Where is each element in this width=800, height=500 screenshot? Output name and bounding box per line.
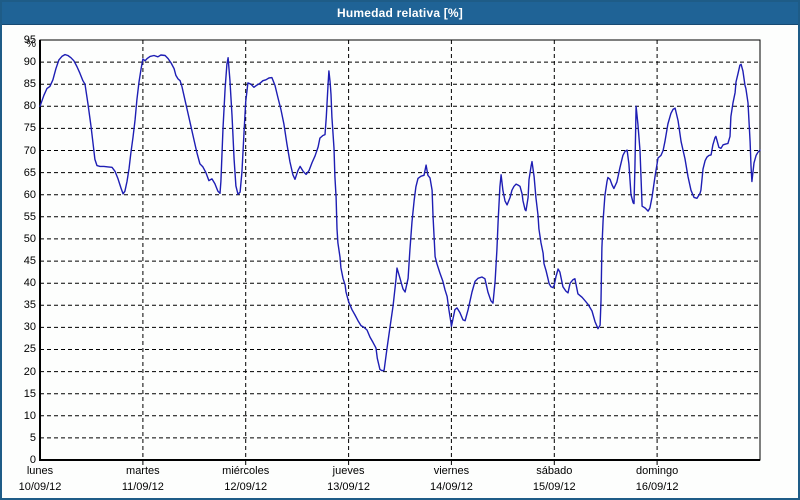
y-axis-tick-label: 0 (29, 454, 36, 466)
x-axis-date-label: 12/09/12 (224, 481, 268, 493)
humidity-line (39, 53, 761, 372)
y-axis-tick-label: 75 (23, 122, 36, 135)
y-axis-tick-label: 10 (23, 409, 36, 422)
x-axis-day-label: sábado (536, 465, 573, 477)
x-axis-date-label: 15/09/12 (532, 481, 576, 493)
y-axis-tick-label: 20 (23, 365, 36, 378)
x-axis-date-label: 16/09/12 (635, 481, 679, 493)
x-axis-date-label: 13/09/12 (327, 481, 370, 493)
title-bar: Humedad relativa [%] (2, 2, 798, 25)
y-axis-tick-label: 15 (23, 387, 36, 400)
x-axis-date-label: 10/09/12 (18, 481, 62, 493)
plot-frame (39, 39, 761, 461)
y-axis-tick-label: 55 (23, 210, 36, 223)
x-axis-day-label: martes (126, 465, 160, 477)
y-axis-tick-label: 60 (23, 188, 36, 201)
x-axis-day-label: jueves (332, 465, 365, 477)
chart-title: Humedad relativa [%] (336, 6, 464, 20)
y-axis-tick-label: 90 (23, 56, 36, 69)
y-axis-tick-label: 40 (23, 277, 36, 290)
y-axis-tick-label: 35 (23, 299, 36, 312)
x-axis-day-label: miércoles (222, 465, 270, 477)
y-axis-tick-label: 80 (23, 100, 36, 113)
y-axis-tick-label: 50 (23, 232, 36, 245)
y-axis-tick-label: 30 (23, 321, 36, 334)
y-axis-tick-label: 45 (23, 255, 36, 268)
y-axis-tick-label: 95 (23, 34, 36, 46)
y-axis-tick-label: 65 (23, 166, 36, 179)
y-axis-tick-label: 5 (29, 431, 36, 444)
x-axis-day-label: domingo (636, 465, 679, 477)
y-axis-tick-label: 85 (23, 78, 36, 91)
x-axis-date-label: 11/09/12 (121, 481, 164, 493)
x-axis-day-label: viernes (433, 465, 470, 477)
x-axis-day-label: lunes (26, 465, 54, 477)
x-axis-date-label: 14/09/12 (430, 481, 473, 493)
y-axis-unit-label: % (26, 38, 36, 50)
y-axis-tick-label: 25 (23, 343, 36, 356)
y-axis-tick-label: 70 (23, 144, 36, 157)
